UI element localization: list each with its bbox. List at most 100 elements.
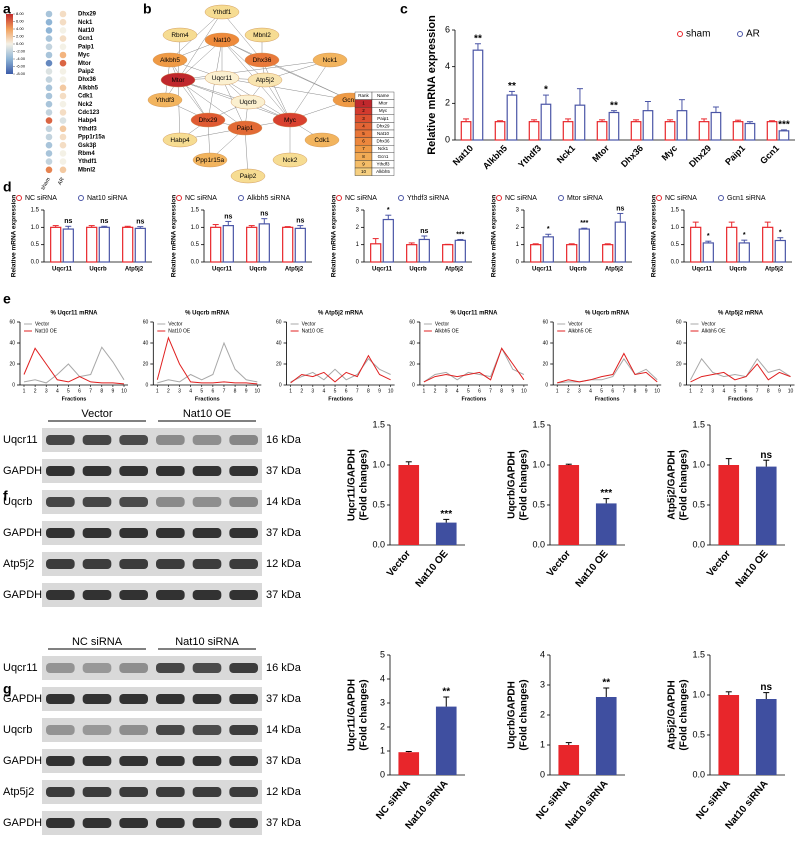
y-tick-label: 0.5	[532, 499, 545, 509]
legend-marker	[558, 195, 564, 201]
colorbar-tick-label: -6.00	[16, 64, 26, 69]
network-node-label: Paip2	[240, 173, 257, 180]
x-axis-label: Fractions	[728, 396, 753, 402]
bar	[222, 225, 234, 263]
blot-band	[192, 559, 222, 569]
heatmap-dot	[45, 117, 53, 124]
blot-band	[156, 725, 185, 735]
heatmap-dot	[45, 27, 53, 34]
significance-label: ***	[778, 120, 790, 131]
heatmap-dot	[59, 150, 67, 157]
network-node-label: Nat10	[213, 37, 231, 44]
blot-band	[82, 559, 112, 569]
blot-group-label: Nat10 OE	[183, 408, 231, 420]
network-node	[147, 92, 183, 108]
blot-band	[229, 663, 258, 673]
x-tick-label: 6	[345, 388, 348, 394]
legend-marker	[336, 195, 342, 201]
y-tick-label: 1.0	[372, 459, 385, 469]
blot-band	[192, 497, 222, 507]
y-tick-label: 3	[356, 208, 360, 214]
colorbar-tick-label: 6.00	[16, 19, 25, 24]
x-tick-label: 4	[56, 388, 59, 394]
x-tick-label: Vector	[705, 548, 733, 579]
x-tick-label: 2	[567, 388, 570, 394]
significance-label: ns	[136, 218, 144, 225]
network-edge	[244, 127, 249, 177]
x-tick-label: 1	[156, 388, 159, 394]
table-cell-text: Nck1	[378, 146, 389, 151]
line-series	[690, 357, 791, 381]
line-series	[23, 347, 125, 385]
x-tick-label: NC siRNA	[374, 779, 413, 822]
bar	[454, 239, 466, 263]
bar	[718, 695, 740, 775]
blot-band	[156, 497, 185, 507]
blot-membrane	[42, 780, 262, 804]
line-series	[557, 352, 658, 384]
x-tick-label: 5	[200, 388, 203, 394]
y-tick-label: 20	[9, 361, 15, 367]
blot-band	[192, 725, 222, 735]
bar	[62, 228, 74, 263]
x-tick-label: Uqcrb	[569, 267, 587, 273]
x-tick-label: Uqcrb	[89, 267, 107, 273]
x-tick-label: 8	[234, 388, 237, 394]
blot-band	[82, 818, 112, 828]
table-cell-text: 8	[362, 154, 365, 159]
colorbar-tick-label: -8.00	[16, 71, 26, 76]
y-tick-label: 20	[143, 361, 149, 367]
network-edge	[221, 77, 351, 101]
blot-size-label: 12 kDa	[266, 786, 302, 798]
heatmap-row-label: Ythdf3	[78, 126, 97, 132]
network-node-label: Paip1	[237, 125, 254, 132]
y-tick-label: 1.5	[692, 419, 705, 429]
network-node	[304, 132, 340, 148]
x-tick-label: Dhx29	[687, 143, 713, 169]
bar	[494, 121, 506, 141]
legend-label: NC siRNA	[185, 195, 217, 202]
blot-band	[156, 694, 185, 704]
blot-row-label: GAPDH	[3, 589, 42, 601]
x-tick-label: 7	[223, 388, 226, 394]
heatmap-row-label: Gcn1	[78, 36, 94, 42]
bar	[435, 706, 457, 775]
significance-label: *	[743, 232, 746, 239]
heatmap-row-label: Myc	[78, 53, 90, 59]
blot-band	[156, 528, 185, 538]
blot-size-label: 37 kDa	[266, 465, 302, 477]
legend-label: Alkbh5 OE	[702, 328, 727, 334]
x-tick-label: 3	[445, 388, 448, 394]
x-tick-label: 2	[167, 388, 170, 394]
table-cell-text: Paip1	[377, 116, 389, 121]
x-tick-label: Atp5j2	[605, 267, 624, 273]
heatmap-row-label: Paip2	[78, 69, 95, 75]
bar	[406, 244, 418, 263]
bar	[732, 121, 744, 141]
blot-row-label: Atp5j2	[3, 786, 34, 798]
legend-marker	[656, 195, 662, 201]
table-cell-text: 7	[362, 146, 365, 151]
bar	[744, 122, 756, 141]
heatmap-row-label: Ppp1r15a	[78, 135, 106, 141]
bar	[630, 121, 642, 141]
table-cell-text: 10	[361, 169, 367, 174]
y-tick-label: 3	[380, 697, 385, 707]
blot-row-label: GAPDH	[3, 755, 42, 767]
blot-membrane	[42, 718, 262, 742]
y-tick-label: 0	[356, 260, 360, 266]
significance-label: **	[474, 33, 482, 44]
blot-band	[156, 818, 185, 828]
blot-band	[156, 435, 185, 445]
y-tick-label: 0.5	[671, 242, 680, 248]
y-tick-label: 1.5	[372, 419, 385, 429]
line-series	[423, 347, 525, 383]
bar	[370, 243, 382, 263]
network-edge	[177, 79, 181, 141]
significance-label: *	[544, 85, 548, 96]
network-edge	[261, 59, 291, 121]
blot-band	[119, 435, 148, 445]
x-tick-label: 9	[645, 388, 648, 394]
table-cell-text: 3	[362, 116, 365, 121]
